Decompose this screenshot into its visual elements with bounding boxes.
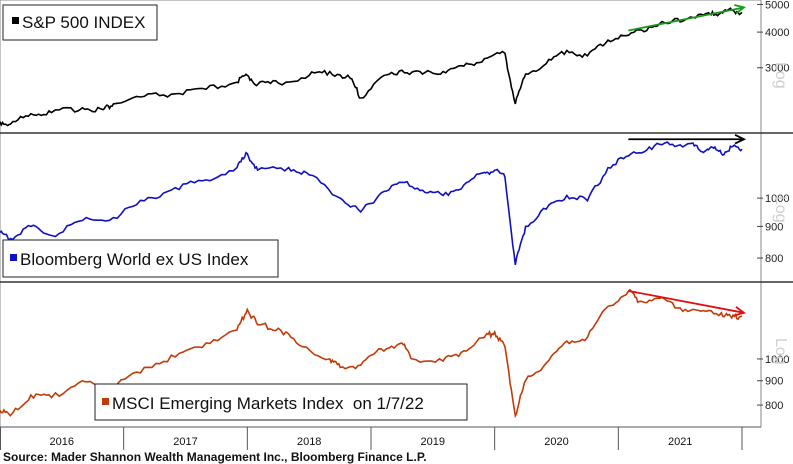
y-tick-layer: 3000 4000 5000 800 900 1000 800 900 1000 <box>757 0 789 412</box>
y-tick-label: 1000 <box>765 193 789 205</box>
series-layer <box>0 7 743 419</box>
panel-frames <box>0 0 793 428</box>
legend-label-sp500: S&P 500 INDEX <box>22 13 145 32</box>
series-line-world <box>0 141 743 266</box>
log-label-world: Log <box>772 196 789 223</box>
x-tick-label-2016: 2016 <box>50 436 74 448</box>
legend-sp500: S&P 500 INDEX <box>2 4 158 41</box>
log-label-sp500: Log <box>772 62 789 89</box>
legend-em: MSCI Emerging Markets Index on 1/7/22 <box>94 383 468 421</box>
x-axis: 2016 2017 2018 2019 2020 2021 <box>0 426 761 450</box>
legend-swatch-em <box>102 398 109 405</box>
y-tick-label: 900 <box>765 221 783 233</box>
y-tick-label: 3000 <box>765 63 789 75</box>
series-line-sp500 <box>0 7 743 127</box>
x-tick-label-2020: 2020 <box>544 436 568 448</box>
y-tick-label: 5000 <box>765 0 789 11</box>
x-tick-label-2019: 2019 <box>421 436 445 448</box>
trend-arrow-world <box>628 134 747 145</box>
x-tick-label-2018: 2018 <box>297 436 321 448</box>
x-tick-label-2021: 2021 <box>668 436 692 448</box>
legend-swatch-sp500 <box>12 17 19 24</box>
legend-world: Bloomberg World ex US Index <box>2 239 279 278</box>
y-tick-label: 800 <box>765 253 783 265</box>
legend-label-world: Bloomberg World ex US Index <box>20 250 249 269</box>
x-tick-label-2017: 2017 <box>173 436 197 448</box>
trend-arrow-sp500 <box>628 4 747 32</box>
trend-arrow-layer <box>628 4 747 317</box>
y-tick-label: 1000 <box>765 354 789 366</box>
legend-swatch-world <box>10 254 17 261</box>
y-tick-label: 4000 <box>765 27 789 39</box>
y-tick-label: 900 <box>765 376 783 388</box>
source-note: Source: Mader Shannon Wealth Management … <box>3 450 427 464</box>
trend-arrow-em <box>628 289 747 317</box>
y-tick-label: 800 <box>765 400 783 412</box>
legend-label-em: MSCI Emerging Markets Index on 1/7/22 <box>112 394 424 413</box>
log-label-em: Log <box>772 338 789 365</box>
series-line-em <box>0 288 743 419</box>
